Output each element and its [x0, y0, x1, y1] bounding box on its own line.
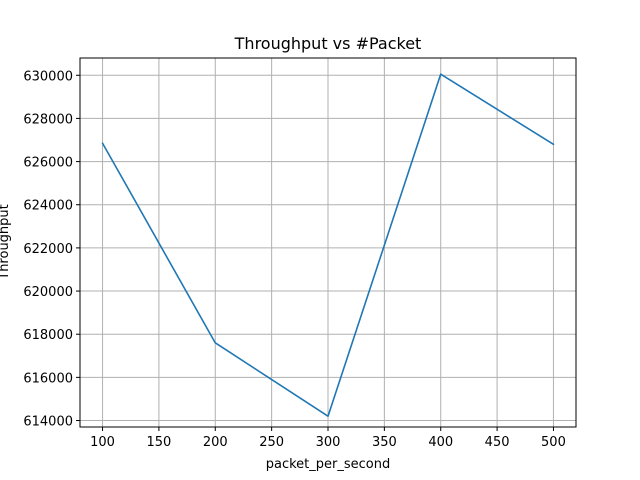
y-tick-label: 626000	[23, 156, 73, 171]
data-point	[440, 73, 442, 75]
chart-title: Throughput vs #Packet	[234, 34, 422, 53]
x-tick-label: 150	[146, 435, 171, 450]
series-layer	[101, 73, 555, 418]
y-tick-label: 622000	[23, 242, 73, 257]
y-tick-label: 624000	[23, 199, 73, 214]
data-point	[327, 415, 329, 417]
y-tick-label: 630000	[23, 69, 73, 84]
x-tick-label: 300	[316, 435, 341, 450]
grid	[80, 58, 576, 427]
y-tick-label: 618000	[23, 328, 73, 343]
x-tick-label: 100	[90, 435, 115, 450]
y-tick-label: 616000	[23, 371, 73, 386]
y-axis-label: Throughput	[0, 204, 12, 281]
x-tick-label: 400	[428, 435, 453, 450]
x-axis-label: packet_per_second	[266, 457, 390, 472]
data-point	[102, 142, 104, 144]
x-tick-label: 200	[203, 435, 228, 450]
x-tick-label: 500	[541, 435, 566, 450]
series-line	[101, 73, 555, 418]
x-tick-label: 350	[372, 435, 397, 450]
data-point	[553, 143, 555, 145]
ticks: 100 150 200 250 300 350 400 450 500 614000 616000 6…	[23, 69, 566, 450]
data-point	[214, 342, 216, 344]
y-tick-label: 620000	[23, 285, 73, 300]
x-tick-label: 250	[259, 435, 284, 450]
y-tick-label: 614000	[23, 415, 73, 430]
y-tick-label: 628000	[23, 112, 73, 127]
x-tick-label: 450	[485, 435, 510, 450]
